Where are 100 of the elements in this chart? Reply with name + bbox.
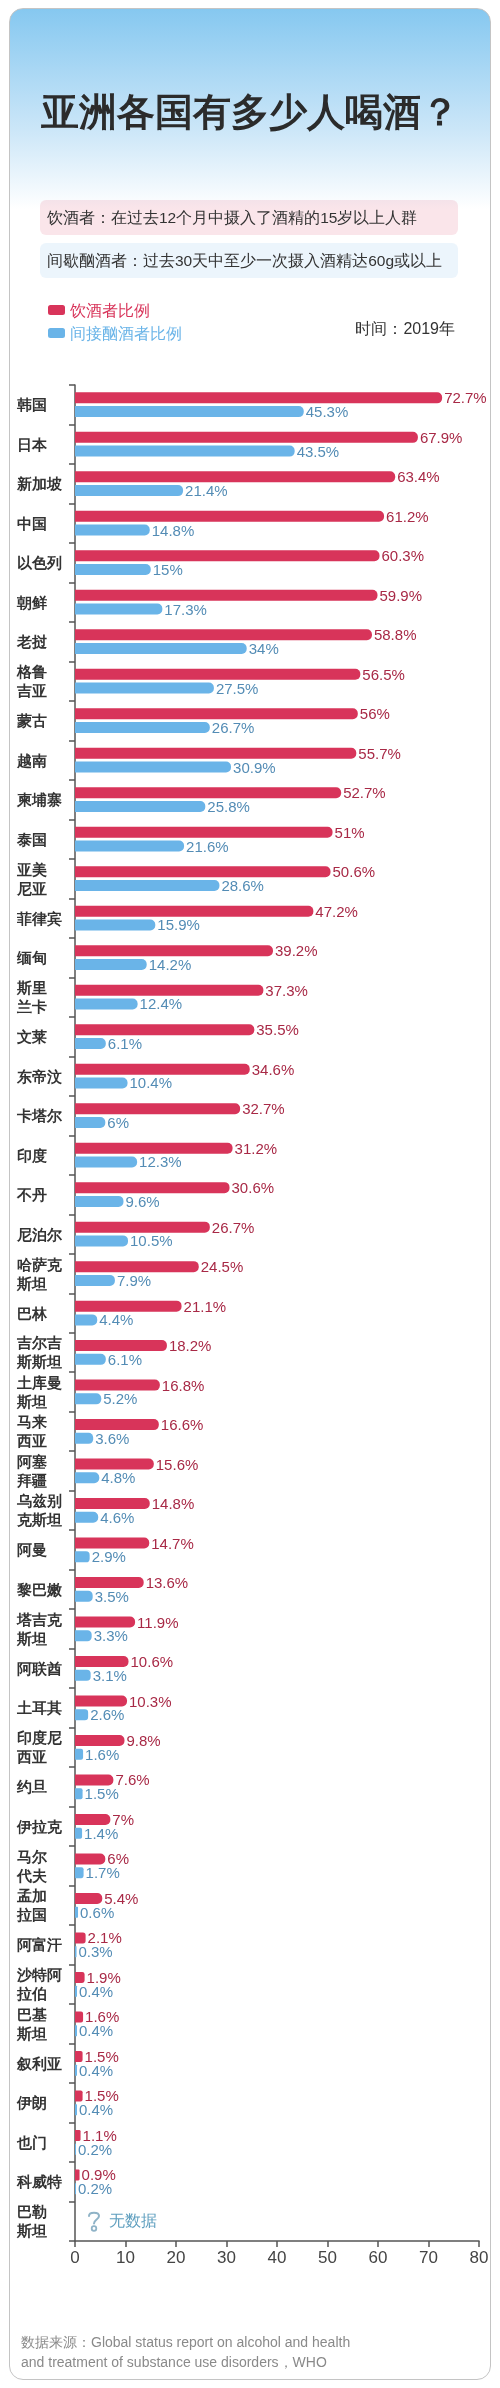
data-label: 3.3% [93,1627,128,1645]
data-label: 56% [359,705,390,723]
data-label: 9.8% [126,1732,161,1750]
data-label: 32.7% [242,1100,285,1118]
data-label: 52.7% [343,784,386,802]
y-tick-label: 阿富汗 [17,1936,62,1954]
text: 时间：2019年 [355,319,455,339]
y-tick-label: 阿塞拜疆 [16,1452,47,1489]
data-label: 58.8% [373,626,417,644]
data-label: 51% [334,823,365,841]
y-tick-label: 巴勒斯坦 [16,2203,47,2240]
bar [75,1261,199,1273]
bar [75,1077,128,1089]
bar [75,1813,111,1825]
bar [75,1537,150,1549]
y-tick-label: 科威特 [16,2173,62,2191]
bar [75,747,357,759]
bar [75,958,147,970]
data-label: 4.6% [100,1508,135,1526]
bar [75,1458,154,1470]
bar [75,1630,92,1642]
y-tick-label: 印度 [17,1146,47,1164]
bar [75,643,247,655]
bar [75,445,295,457]
bar [75,1221,210,1233]
data-label: 12.4% [139,995,183,1013]
bar [75,629,372,641]
y-tick-label: 越南 [16,751,47,769]
text: 间歇酗酒者：过去30天中至少一次摄入酒精达60g或以上 [40,243,458,278]
source-note: 数据来源：Global status report on alcohol and health and treatment of substance use disorders，WHO [21,2333,352,2372]
bar [75,1274,115,1286]
bar [75,1735,125,1747]
y-tick-label: 沙特阿拉伯 [16,1966,62,2003]
y-tick-label: 新加坡 [16,475,63,493]
data-label: 43.5% [296,442,340,460]
data-label: 21.4% [185,482,228,500]
y-tick-label: 巴基斯坦 [16,2005,47,2042]
bar [75,708,358,720]
bar [75,1235,129,1247]
bar [75,524,150,536]
data-label: 60.3% [381,547,425,565]
bar [75,510,385,522]
x-tick-label: 60 [368,2248,388,2267]
data-label: 3.6% [95,1429,130,1447]
y-tick-label: 伊拉克 [16,1817,63,1835]
data-label: 13.6% [145,1574,189,1592]
bar [75,1669,91,1681]
y-tick-label: 孟加拉国 [16,1887,47,1924]
bar [75,406,304,418]
y-tick-label: 哈萨克斯坦 [16,1255,63,1292]
bar [75,1748,84,1760]
data-label: 14.8% [151,521,195,539]
bar [75,1340,167,1352]
data-label: 11.9% [137,1613,179,1631]
y-tick-label: 老挝 [16,633,48,651]
data-label: 5.2% [103,1390,138,1408]
bar [75,564,151,576]
bar [75,1709,89,1721]
y-tick-label: 蒙古 [16,712,47,730]
bar [75,1116,106,1128]
bar [75,1156,138,1168]
data-label: 16.8% [161,1376,205,1394]
data-label: 14.8% [151,1495,195,1513]
y-tick-label: 阿曼 [17,1541,47,1559]
y-tick-label: 不丹 [16,1186,47,1204]
bar [75,1393,102,1405]
data-label: 2.9% [91,1548,126,1566]
bar [75,1853,106,1865]
bar [75,1827,83,1839]
x-tick-label: 30 [217,2248,236,2267]
bar [75,1892,103,1904]
annotation: 无数据 [109,2210,157,2231]
y-tick-label: 卡塔尔 [16,1107,63,1125]
text: 饮酒者：在过去12个月中摄入了酒精的15岁以上人群 [40,200,458,235]
data-label: 1.6% [85,1745,120,1763]
y-tick-label: 伊朗 [16,2094,47,2112]
bar [75,2129,81,2141]
bar [75,1616,136,1628]
bar [75,1432,94,1444]
y-tick-label: 马来西亚 [16,1413,47,1450]
bar [75,879,220,891]
chart-title: 亚洲各国有多少人喝酒？ [40,90,460,135]
data-label: 35.5% [256,1021,299,1039]
bar [75,722,210,734]
data-label: 26.7% [211,719,255,737]
y-tick-label: 吉尔吉斯斯坦 [16,1334,62,1371]
bar [75,471,396,483]
y-tick-label: 朝鲜 [16,593,47,611]
x-tick-label: 40 [267,2248,287,2267]
data-label: 24.5% [200,1258,244,1276]
bar [75,2050,83,2062]
data-label: 9.6% [125,1192,160,1210]
bar [75,589,378,601]
bar [75,1551,90,1563]
data-label: 50.6% [332,863,376,881]
y-tick-label: 巴林 [17,1304,48,1322]
data-label: 56.5% [362,665,405,683]
bar [75,1037,106,1049]
y-tick-label: 中国 [17,514,47,532]
data-label: 10.6% [130,1653,174,1671]
